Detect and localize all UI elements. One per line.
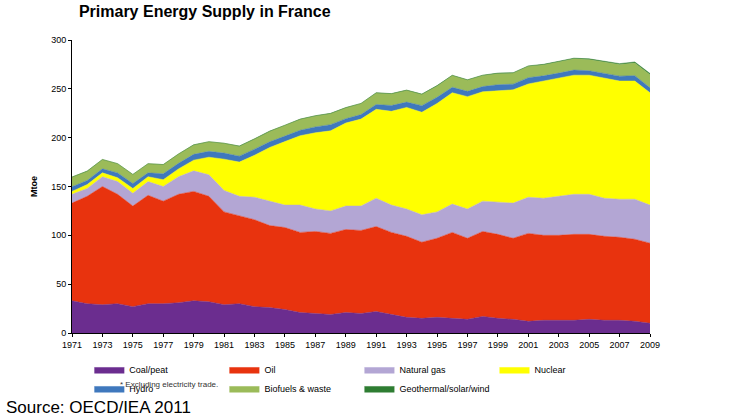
svg-text:1989: 1989 [336,340,356,350]
svg-text:Mtoe: Mtoe [29,176,39,197]
svg-text:300: 300 [51,35,66,45]
svg-text:Biofuels & waste: Biofuels & waste [264,384,331,394]
svg-text:1977: 1977 [153,340,173,350]
svg-text:Geothermal/solar/wind: Geothermal/solar/wind [399,384,489,394]
svg-text:2005: 2005 [579,340,599,350]
svg-text:100: 100 [51,230,66,240]
svg-text:0: 0 [61,328,66,338]
svg-text:Nuclear: Nuclear [534,365,565,375]
svg-text:Oil: Oil [264,365,275,375]
svg-text:1999: 1999 [488,340,508,350]
svg-text:2003: 2003 [549,340,569,350]
svg-text:200: 200 [51,133,66,143]
svg-text:1995: 1995 [427,340,447,350]
svg-text:Natural gas: Natural gas [399,365,446,375]
svg-text:1973: 1973 [92,340,112,350]
svg-text:1975: 1975 [123,340,143,350]
svg-text:1983: 1983 [245,340,265,350]
svg-text:2007: 2007 [610,340,630,350]
svg-text:1997: 1997 [457,340,477,350]
svg-text:1979: 1979 [184,340,204,350]
svg-text:50: 50 [56,279,66,289]
svg-text:Hydro: Hydro [129,384,153,394]
svg-text:1987: 1987 [305,340,325,350]
svg-text:Source: OECD/IEA 2011: Source: OECD/IEA 2011 [6,398,191,417]
svg-text:1971: 1971 [62,340,82,350]
svg-text:250: 250 [51,84,66,94]
svg-text:1985: 1985 [275,340,295,350]
svg-text:Coal/peat: Coal/peat [129,365,168,375]
svg-text:1981: 1981 [214,340,234,350]
svg-text:150: 150 [51,182,66,192]
svg-text:Primary Energy Supply in Franc: Primary Energy Supply in France [79,3,331,20]
svg-text:* Excluding electricity trade.: * Excluding electricity trade. [120,380,218,389]
svg-text:2001: 2001 [518,340,538,350]
svg-text:1991: 1991 [366,340,386,350]
svg-text:2009: 2009 [640,340,660,350]
svg-text:1993: 1993 [397,340,417,350]
